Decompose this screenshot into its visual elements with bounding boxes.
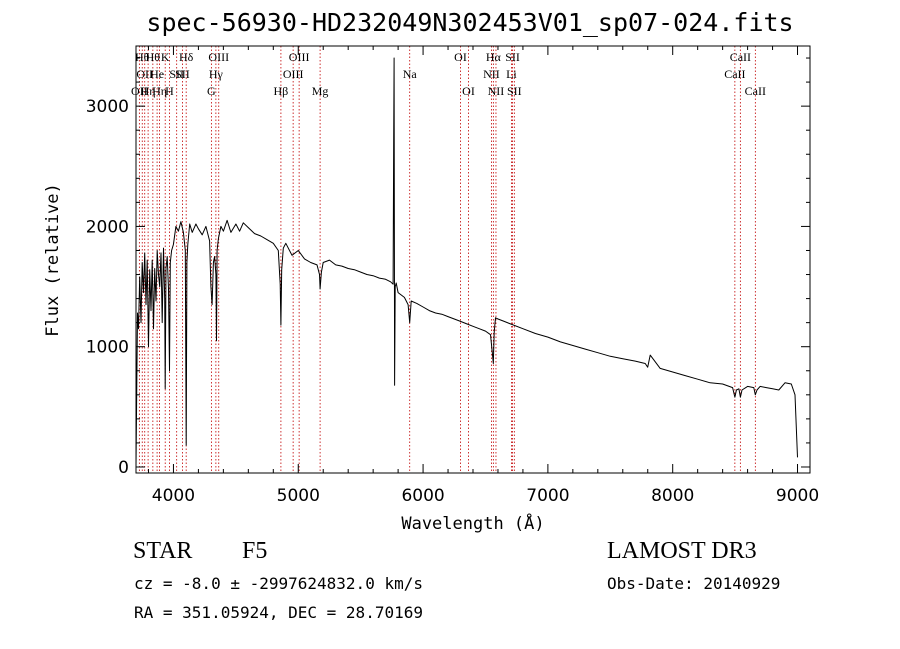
observation-date: Obs-Date: 20140929 xyxy=(607,574,781,593)
line-marker-label: Li xyxy=(506,67,517,81)
line-marker-label: SII xyxy=(175,67,190,81)
spectral-class: F5 xyxy=(242,538,268,564)
line-marker-label: OII xyxy=(131,84,148,98)
line-marker-label: Hβ xyxy=(274,84,289,98)
line-marker-label: SII xyxy=(505,50,520,64)
axis-ticks xyxy=(136,46,810,473)
line-marker-label: Hα xyxy=(486,50,502,64)
line-marker-label: Hθ xyxy=(135,50,150,64)
x-tick-label: 6000 xyxy=(401,486,444,506)
velocity-readout: cz = -8.0 ± -2997624832.0 km/s xyxy=(134,574,423,593)
spectrum-line xyxy=(135,57,798,468)
line-marker-label: CaII xyxy=(745,84,766,98)
emission-line-labels: OIIHθOIIHηHθHeHηKHSIISIIHδGHγOIIIHβOIIIO… xyxy=(131,50,766,98)
x-tick-label: 5000 xyxy=(277,486,320,506)
y-tick-label: 3000 xyxy=(86,97,129,117)
y-tick-label: 0 xyxy=(118,458,129,478)
emission-line-markers xyxy=(138,46,756,473)
axis-tick-labels: 4000 5000 6000 7000 8000 9000 0 1000 2000 3000 xyxy=(86,97,819,506)
spectrum-series xyxy=(135,57,798,468)
y-tick-label: 2000 xyxy=(86,217,129,237)
line-marker-label: Hδ xyxy=(179,50,194,64)
x-tick-label: 9000 xyxy=(776,486,819,506)
line-marker-label: Hγ xyxy=(209,67,224,81)
x-axis-label: Wavelength (Å) xyxy=(401,512,544,534)
y-tick-label: 1000 xyxy=(86,338,129,358)
line-marker-label: H xyxy=(165,84,174,98)
x-tick-label: 4000 xyxy=(152,486,195,506)
line-marker-label: OIII xyxy=(289,50,310,64)
line-marker-label: NII xyxy=(483,67,500,81)
line-marker-label: Na xyxy=(403,67,418,81)
line-marker-label: CaII xyxy=(724,67,745,81)
x-tick-label: 8000 xyxy=(651,486,694,506)
line-marker-label: OII xyxy=(136,67,153,81)
line-marker-label: SII xyxy=(507,84,522,98)
line-marker-label: Hη xyxy=(152,84,167,98)
survey-name: LAMOST DR3 xyxy=(607,538,757,564)
line-marker-label: He xyxy=(150,67,164,81)
chart-title: spec-56930-HD232049N302453V01_sp07-024.f… xyxy=(146,8,794,37)
line-marker-label: K xyxy=(161,50,170,64)
line-marker-label: NII xyxy=(488,84,505,98)
plot-frame xyxy=(135,45,811,474)
object-type: STAR xyxy=(133,538,193,564)
line-marker-label: OIII xyxy=(283,67,304,81)
y-axis-label: Flux (relative) xyxy=(43,183,63,337)
line-marker-label: OIII xyxy=(208,50,229,64)
line-marker-label: Hθ xyxy=(146,50,161,64)
line-marker-label: SII xyxy=(169,67,184,81)
line-marker-label: OI xyxy=(454,50,467,64)
x-tick-label: 7000 xyxy=(526,486,569,506)
coordinates: RA = 351.05924, DEC = 28.70169 xyxy=(134,603,423,622)
line-marker-label: CaII xyxy=(730,50,751,64)
line-marker-label: Mg xyxy=(312,84,329,98)
line-marker-label: G xyxy=(207,84,216,98)
line-marker-label: Hη xyxy=(141,84,156,98)
line-marker-label: OI xyxy=(462,84,475,98)
